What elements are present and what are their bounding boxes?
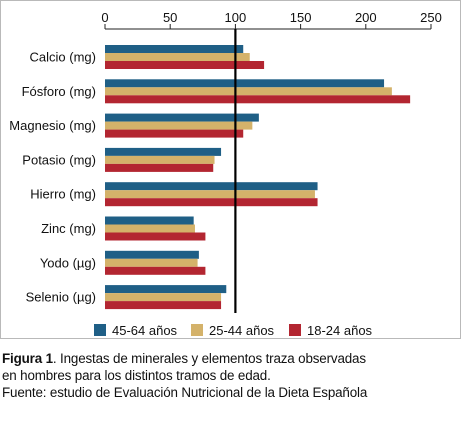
- bar: [105, 301, 222, 310]
- bar: [105, 155, 215, 164]
- category-label: Fósforo (mg): [22, 84, 96, 99]
- caption-label: Figura 1: [2, 351, 53, 366]
- bar: [105, 285, 227, 294]
- bar: [105, 163, 214, 172]
- bar: [105, 61, 265, 69]
- legend-swatch: [94, 324, 106, 336]
- legend-label: 18-24 años: [307, 323, 373, 338]
- bar: [105, 224, 195, 233]
- caption-text-1: . Ingestas de minerales y elementos traz…: [52, 351, 366, 366]
- bar: [105, 250, 199, 259]
- bar: [105, 266, 206, 275]
- category-label: Yodo (µg): [40, 255, 96, 270]
- bar: [105, 87, 392, 96]
- bar: [105, 129, 244, 138]
- legend-label: 45-64 años: [112, 323, 178, 338]
- bar: [105, 53, 250, 61]
- category-label: Hierro (mg): [30, 187, 96, 202]
- legend-swatch: [191, 324, 203, 336]
- category-label: Magnesio (mg): [9, 118, 96, 133]
- bar: [105, 293, 222, 302]
- bar: [105, 198, 318, 207]
- x-tick-label: 250: [420, 10, 442, 25]
- x-tick-label: 100: [225, 10, 247, 25]
- bar: [105, 216, 194, 225]
- bar: [105, 190, 315, 199]
- category-label: Zinc (mg): [41, 221, 96, 236]
- bar: [105, 95, 411, 104]
- x-tick-label: 150: [290, 10, 312, 25]
- x-tick-label: 50: [163, 10, 177, 25]
- legend-label: 25-44 años: [209, 323, 275, 338]
- bar: [105, 258, 198, 267]
- category-label: Calcio (mg): [30, 50, 96, 65]
- bar: [105, 182, 318, 191]
- bar: [105, 79, 385, 88]
- bar: [105, 232, 206, 241]
- category-label: Potasio (mg): [22, 152, 96, 167]
- caption-line-1: Figura 1. Ingestas de minerales y elemen…: [2, 350, 460, 367]
- caption-line-3: Fuente: estudio de Evaluación Nutriciona…: [2, 385, 368, 400]
- chart-frame: 0 50 100 150 200 250 Calcio (mg) Fósforo (mg) Ma…: [0, 0, 461, 339]
- x-tick-label: 200: [355, 10, 377, 25]
- bar: [105, 113, 259, 122]
- category-label: Selenio (µg): [26, 290, 96, 305]
- caption-line-2: en hombres para los distintos tramos de …: [2, 368, 271, 383]
- legend-swatch: [289, 324, 301, 336]
- bar: [105, 121, 253, 130]
- bar-chart: 0 50 100 150 200 250 Calcio (mg) Fósforo (mg) Ma…: [9, 10, 442, 338]
- bar: [105, 147, 222, 156]
- x-tick-label: 0: [101, 10, 108, 25]
- figure-caption: Figura 1. Ingestas de minerales y elemen…: [2, 350, 460, 401]
- bar: [105, 45, 244, 53]
